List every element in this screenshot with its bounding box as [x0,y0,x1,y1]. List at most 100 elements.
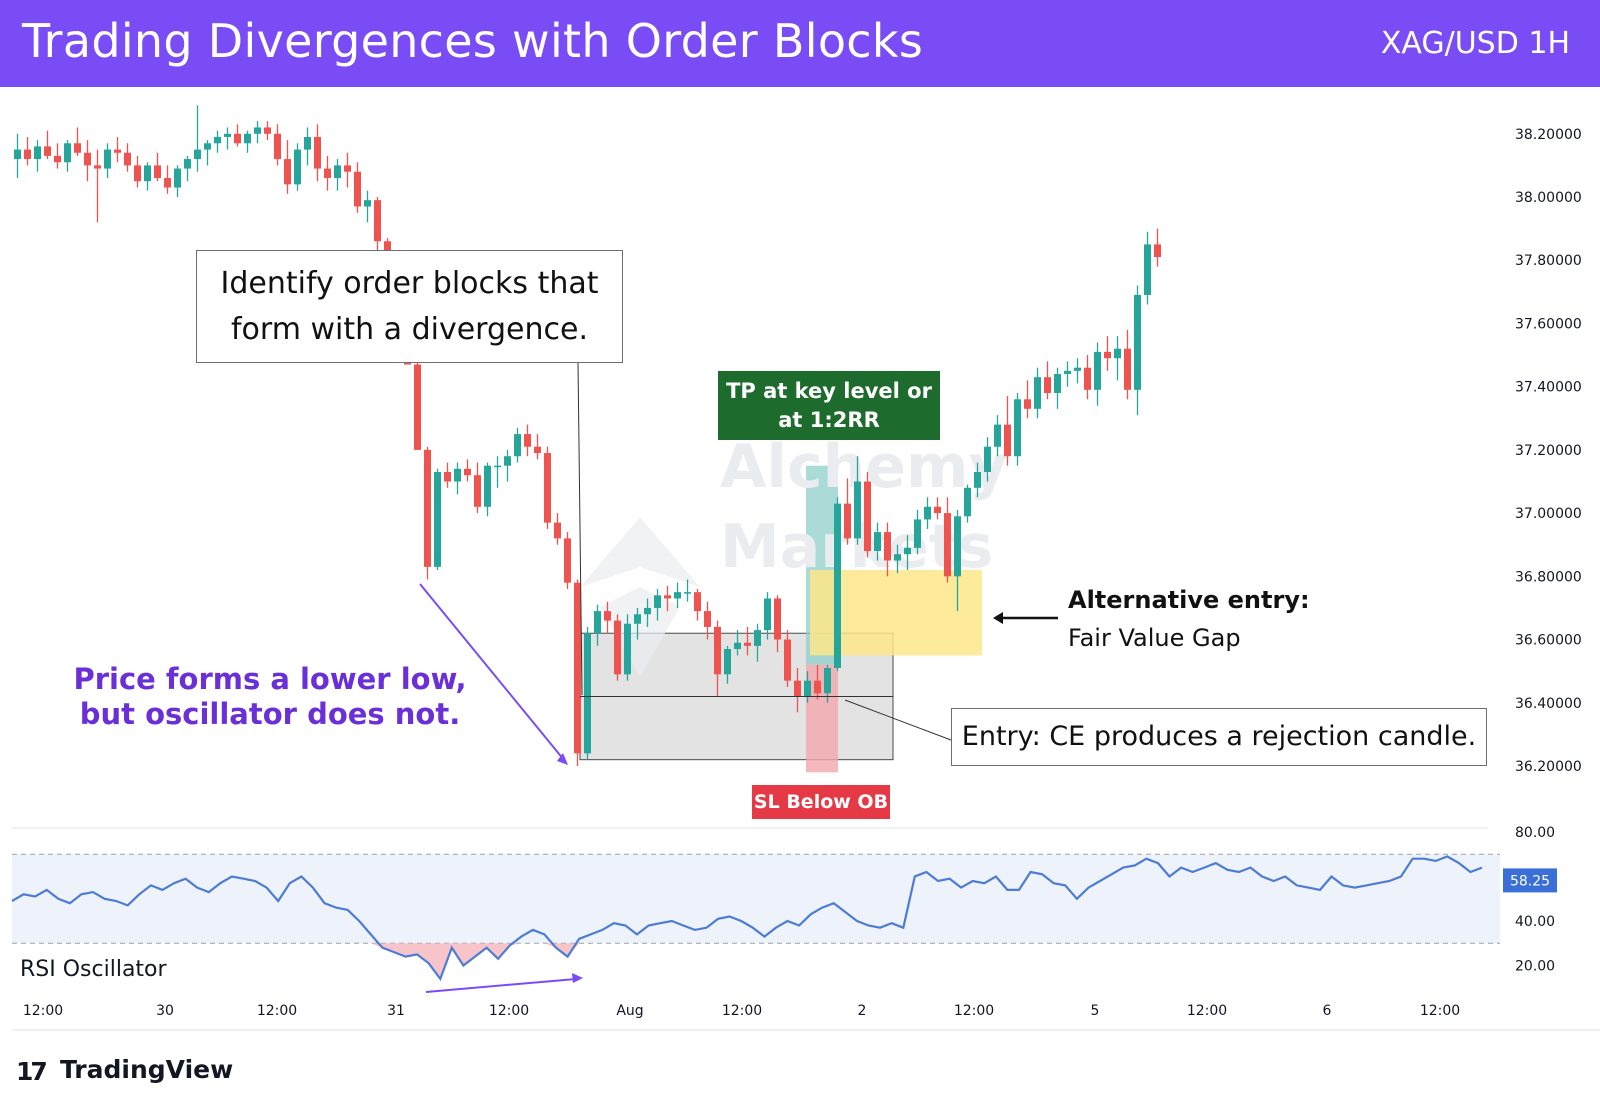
candle-body [624,623,631,675]
watermark-mark [580,517,700,677]
candle-body [294,149,301,185]
candle-body [1014,399,1021,457]
candle-body [384,241,391,254]
page-title: Trading Divergences with Order Blocks [22,14,924,68]
time-tick-label: 31 [387,1003,405,1019]
candle-body [894,554,901,561]
candle-body [1004,424,1011,457]
candle-body [434,472,441,567]
candle-body [24,149,31,160]
candle-body [334,165,341,179]
candle-body [1154,244,1161,258]
candle-body [954,516,961,577]
candle-body [1144,244,1151,295]
candle-body [264,127,271,134]
symbol-label: XAG/USD 1H [1380,26,1570,61]
candle-body [244,133,251,144]
candle-body [854,481,861,539]
candle-body [874,532,881,552]
divergence-line2: but oscillator does not. [79,697,461,731]
entry-pointer [844,699,952,741]
candle-body [34,146,41,160]
rsi-tick-label: 20.00 [1515,959,1555,975]
identify-pointer [577,361,583,696]
candle-body [274,133,281,160]
candle-body [174,168,181,188]
candle-body [414,364,421,450]
price-divergence-arrow [419,583,565,761]
candle-body [804,680,811,697]
candle-body [1094,351,1101,390]
candle-body [644,607,651,615]
candle-body [544,453,551,523]
candle-body [724,649,731,675]
price-tick-label: 38.00000 [1515,190,1582,206]
price-tick-label: 37.20000 [1515,443,1582,459]
candle-body [704,611,711,627]
candle-body [884,532,891,561]
candle-body [994,424,1001,447]
divergence-note: Price forms a lower low, but oscillator … [70,662,470,732]
candle-body [154,165,161,179]
candle-body [54,155,61,163]
candle-body [554,522,561,539]
divergence-line1: Price forms a lower low, [73,662,467,696]
candle-body [604,611,611,621]
time-tick-label: 12:00 [722,1003,762,1019]
candle-body [344,165,351,172]
price-tick-label: 36.40000 [1515,696,1582,712]
price-tick-label: 36.20000 [1515,759,1582,775]
time-tick-label: 12:00 [1187,1003,1227,1019]
candle-body [1104,351,1111,359]
candle-body [1114,348,1121,359]
tradingview-mark-icon: 17 [16,1057,48,1086]
candle-body [1064,370,1071,375]
candle-body [74,143,81,153]
time-tick-label: 2 [858,1003,867,1019]
candle-body [364,200,371,207]
candle-body [194,149,201,160]
candle-body [1074,367,1081,371]
tradingview-wordmark: TradingView [60,1055,234,1084]
candle-body [514,434,521,457]
candle-body [934,506,941,514]
candle-body [254,127,261,134]
candle-body [984,446,991,473]
sl-callout: SL Below OB [752,785,890,819]
candle-body [134,165,141,182]
candle-body [14,149,21,160]
candle-body [374,200,381,242]
candle-body [944,513,951,577]
candle-body [834,503,841,669]
candle-body [904,547,911,555]
rsi-tick-label: 40.00 [1515,914,1555,930]
candle-body [924,506,931,520]
candle-body [744,642,751,646]
candle-body [304,136,311,150]
candle-body [594,611,601,634]
candle-body [474,475,481,507]
candle-body [144,165,151,182]
candle-body [354,171,361,207]
time-tick-label: 12:00 [257,1003,297,1019]
identify-callout: Identify order blocks that form with a d… [196,250,623,363]
candle-body [814,680,821,694]
header-bar: Trading Divergences with Order Blocks XA… [0,0,1600,87]
time-tick-label: 12:00 [954,1003,994,1019]
time-tick-label: 30 [156,1003,174,1019]
candle-body [1124,348,1131,390]
candle-body [694,592,701,612]
alt-entry-title: Alternative entry: [1068,586,1310,614]
alt-entry-sub: Fair Value Gap [1068,624,1241,652]
candle-body [634,614,641,624]
time-tick-label: 12:00 [489,1003,529,1019]
candle-body [504,456,511,466]
candle-body [444,472,451,482]
candle-body [214,136,221,144]
candle-body [564,538,571,583]
alt-entry-arrowhead [993,612,1003,624]
candle-body [1134,294,1141,390]
candle-body [754,630,761,646]
axes-group: 38.20000 38.00000 37.80000 37.60000 37.40000… [12,127,1600,1031]
candle-body [684,592,691,594]
